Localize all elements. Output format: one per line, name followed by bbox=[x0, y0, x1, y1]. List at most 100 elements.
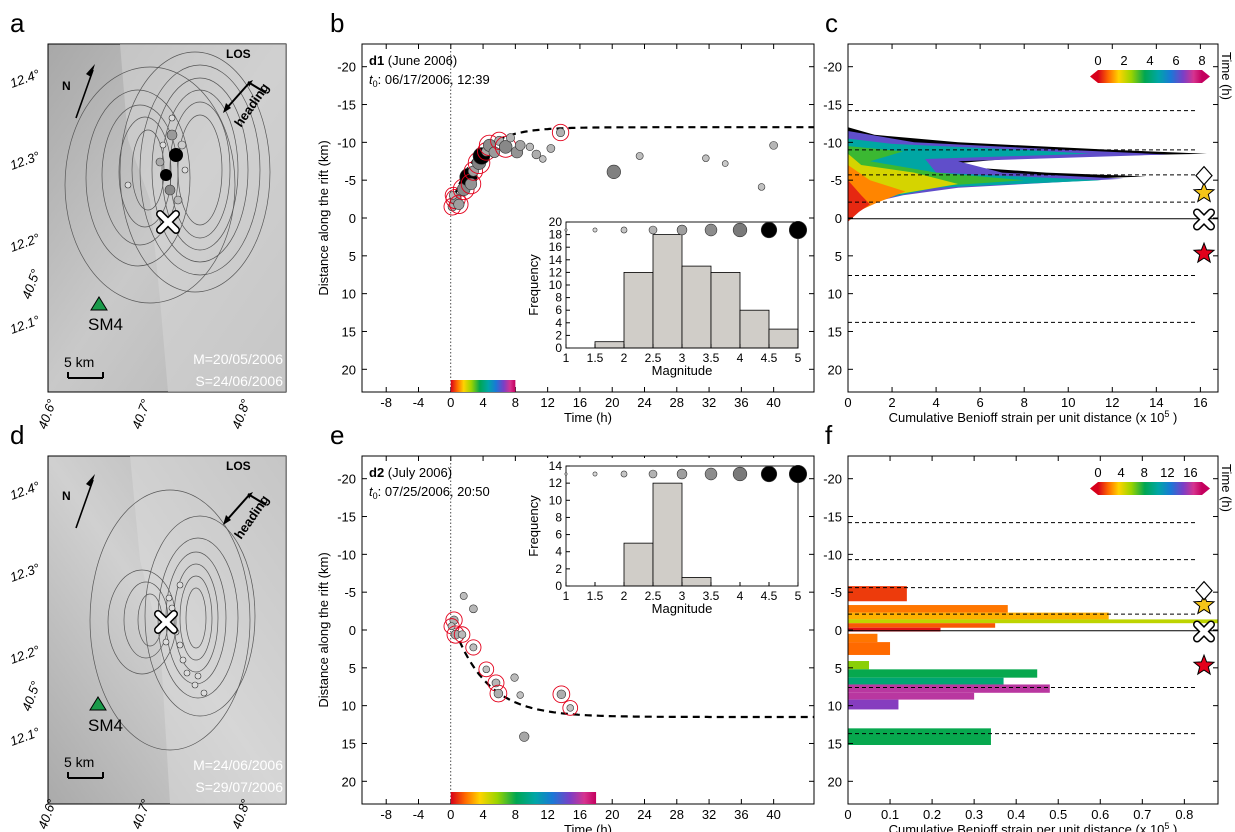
event-point bbox=[457, 630, 467, 639]
map-a: SM4 N LOS heading 5 km M=20/05/2006 S=24… bbox=[8, 43, 287, 431]
y-tick-label: 20 bbox=[828, 362, 842, 377]
lat-tick: 12.1° bbox=[8, 724, 42, 749]
time-colorbar bbox=[1098, 70, 1202, 83]
inset-x-tick-label: 4.5 bbox=[761, 351, 778, 365]
x-tick-label: -8 bbox=[380, 395, 392, 410]
inset-x-tick-label: 1.5 bbox=[587, 589, 604, 603]
lat-tick: 12.3° bbox=[8, 560, 42, 585]
panel-letter-f: f bbox=[825, 420, 833, 450]
colorbar-tick-label: 16 bbox=[1183, 465, 1197, 480]
t0-label: t0: 06/17/2006, 12:39 bbox=[369, 72, 490, 89]
panel-letter-c: c bbox=[825, 8, 838, 38]
event-point bbox=[482, 665, 490, 674]
magnitude-legend-circle bbox=[676, 468, 688, 480]
y-tick-label: 20 bbox=[342, 774, 356, 789]
y-tick-label: 20 bbox=[342, 362, 356, 377]
los-label: LOS bbox=[226, 459, 251, 473]
inset-x-tick-label: 3.5 bbox=[703, 351, 720, 365]
y-tick-label: 10 bbox=[828, 287, 842, 302]
colorbar-tick-label: 6 bbox=[1172, 53, 1179, 68]
y-tick-label: 0 bbox=[349, 623, 356, 638]
benioff-strain-bar bbox=[848, 627, 941, 632]
magnitude-legend-circle bbox=[564, 228, 568, 232]
lat-tick: 12.4° bbox=[8, 66, 42, 91]
plot-frame bbox=[847, 43, 1219, 393]
benioff-strain-bar bbox=[848, 684, 1050, 693]
lon-tick: 40.5° bbox=[19, 679, 44, 713]
inset-x-tick-label: 4.5 bbox=[761, 589, 778, 603]
magnitude-legend-circle bbox=[788, 220, 808, 240]
x-tick-label: 0.8 bbox=[1175, 807, 1193, 822]
event-highlight-circle bbox=[551, 123, 570, 142]
epicenters-a bbox=[124, 114, 189, 205]
deformation-contours bbox=[64, 51, 271, 304]
y-tick-label: -15 bbox=[823, 510, 842, 525]
y-tick-label: 10 bbox=[342, 287, 356, 302]
gold-star-marker bbox=[1192, 593, 1216, 615]
inset-x-tick-label: 2.5 bbox=[645, 351, 662, 365]
station-label: SM4 bbox=[88, 716, 123, 735]
red-star-marker bbox=[1192, 241, 1216, 264]
x-tick-label: 8 bbox=[1021, 395, 1028, 410]
x-tick-label: 8 bbox=[512, 395, 519, 410]
lon-tick: 40.5° bbox=[19, 267, 44, 301]
event-point bbox=[531, 149, 542, 160]
histogram-bar bbox=[681, 577, 712, 587]
inset-x-tick-label: 4 bbox=[737, 351, 744, 365]
red-star-marker bbox=[1192, 653, 1216, 676]
histogram-bar bbox=[623, 271, 654, 349]
panel-letter-e: e bbox=[330, 420, 344, 450]
event-point bbox=[702, 154, 710, 162]
gold-star-marker bbox=[1192, 181, 1216, 203]
x-axis-label: Time (h) bbox=[564, 822, 612, 832]
inset-y-tick-label: 8 bbox=[555, 510, 562, 524]
x-axis-label: Time (h) bbox=[564, 410, 612, 425]
los-label: LOS bbox=[226, 47, 251, 61]
lat-tick: 12.3° bbox=[8, 148, 42, 173]
y-tick-label: -15 bbox=[823, 98, 842, 113]
x-tick-label: -4 bbox=[413, 395, 425, 410]
event-point bbox=[506, 133, 516, 143]
y-tick-label: -20 bbox=[337, 60, 356, 75]
event-point bbox=[546, 144, 556, 153]
benioff-strain-bar bbox=[848, 699, 899, 710]
benioff-strain-bar bbox=[848, 633, 878, 643]
x-tick-label: 28 bbox=[670, 395, 684, 410]
event-point bbox=[464, 177, 478, 191]
magnitude-legend-circle bbox=[620, 470, 628, 478]
event-point bbox=[635, 152, 644, 160]
x-tick-label: 0 bbox=[844, 395, 851, 410]
x-tick-label: 24 bbox=[637, 807, 651, 822]
histogram-bar bbox=[652, 482, 683, 587]
inset-y-tick-label: 12 bbox=[549, 265, 563, 279]
x-tick-label: 4 bbox=[479, 395, 486, 410]
histogram-bar bbox=[681, 265, 712, 349]
sm4-triangle bbox=[90, 296, 108, 311]
lat-tick: 12.2° bbox=[8, 230, 42, 255]
lat-tick: 12.1° bbox=[8, 312, 42, 337]
x-tick-label: 16 bbox=[1193, 395, 1207, 410]
inset-y-tick-label: 0 bbox=[555, 579, 562, 593]
chart-f-benioff-july: 0 0.1 0.2 0.3 0.4 0.5 0.6 0.7 0.8 -20 -15 -10 -5 0 5 10… bbox=[823, 455, 1234, 832]
x-tick-label: 12 bbox=[540, 807, 554, 822]
benioff-strain-bar bbox=[848, 677, 1004, 685]
y-tick-label: 15 bbox=[342, 736, 356, 751]
epicenters-d bbox=[162, 581, 208, 697]
event-point bbox=[757, 183, 766, 191]
x-tick-label: -4 bbox=[413, 807, 425, 822]
inset-y-tick-label: 2 bbox=[555, 562, 562, 576]
diamond-marker bbox=[1195, 165, 1213, 186]
inset-x-tick-label: 1.5 bbox=[587, 351, 604, 365]
x-tick-label: 12 bbox=[1105, 395, 1119, 410]
benioff-strain-bar bbox=[848, 605, 1008, 613]
x-tick-label: 0.4 bbox=[1007, 807, 1025, 822]
sm4-triangle bbox=[89, 696, 107, 711]
y-tick-label: -5 bbox=[830, 585, 842, 600]
station-label: SM4 bbox=[88, 315, 123, 334]
y-tick-label: 10 bbox=[342, 699, 356, 714]
magnitude-legend-circle bbox=[732, 222, 748, 238]
time-colorbar bbox=[1098, 482, 1202, 495]
colorbar-tick-label: 12 bbox=[1160, 465, 1174, 480]
event-point bbox=[539, 155, 547, 163]
inset-x-tick-label: 2 bbox=[621, 351, 628, 365]
